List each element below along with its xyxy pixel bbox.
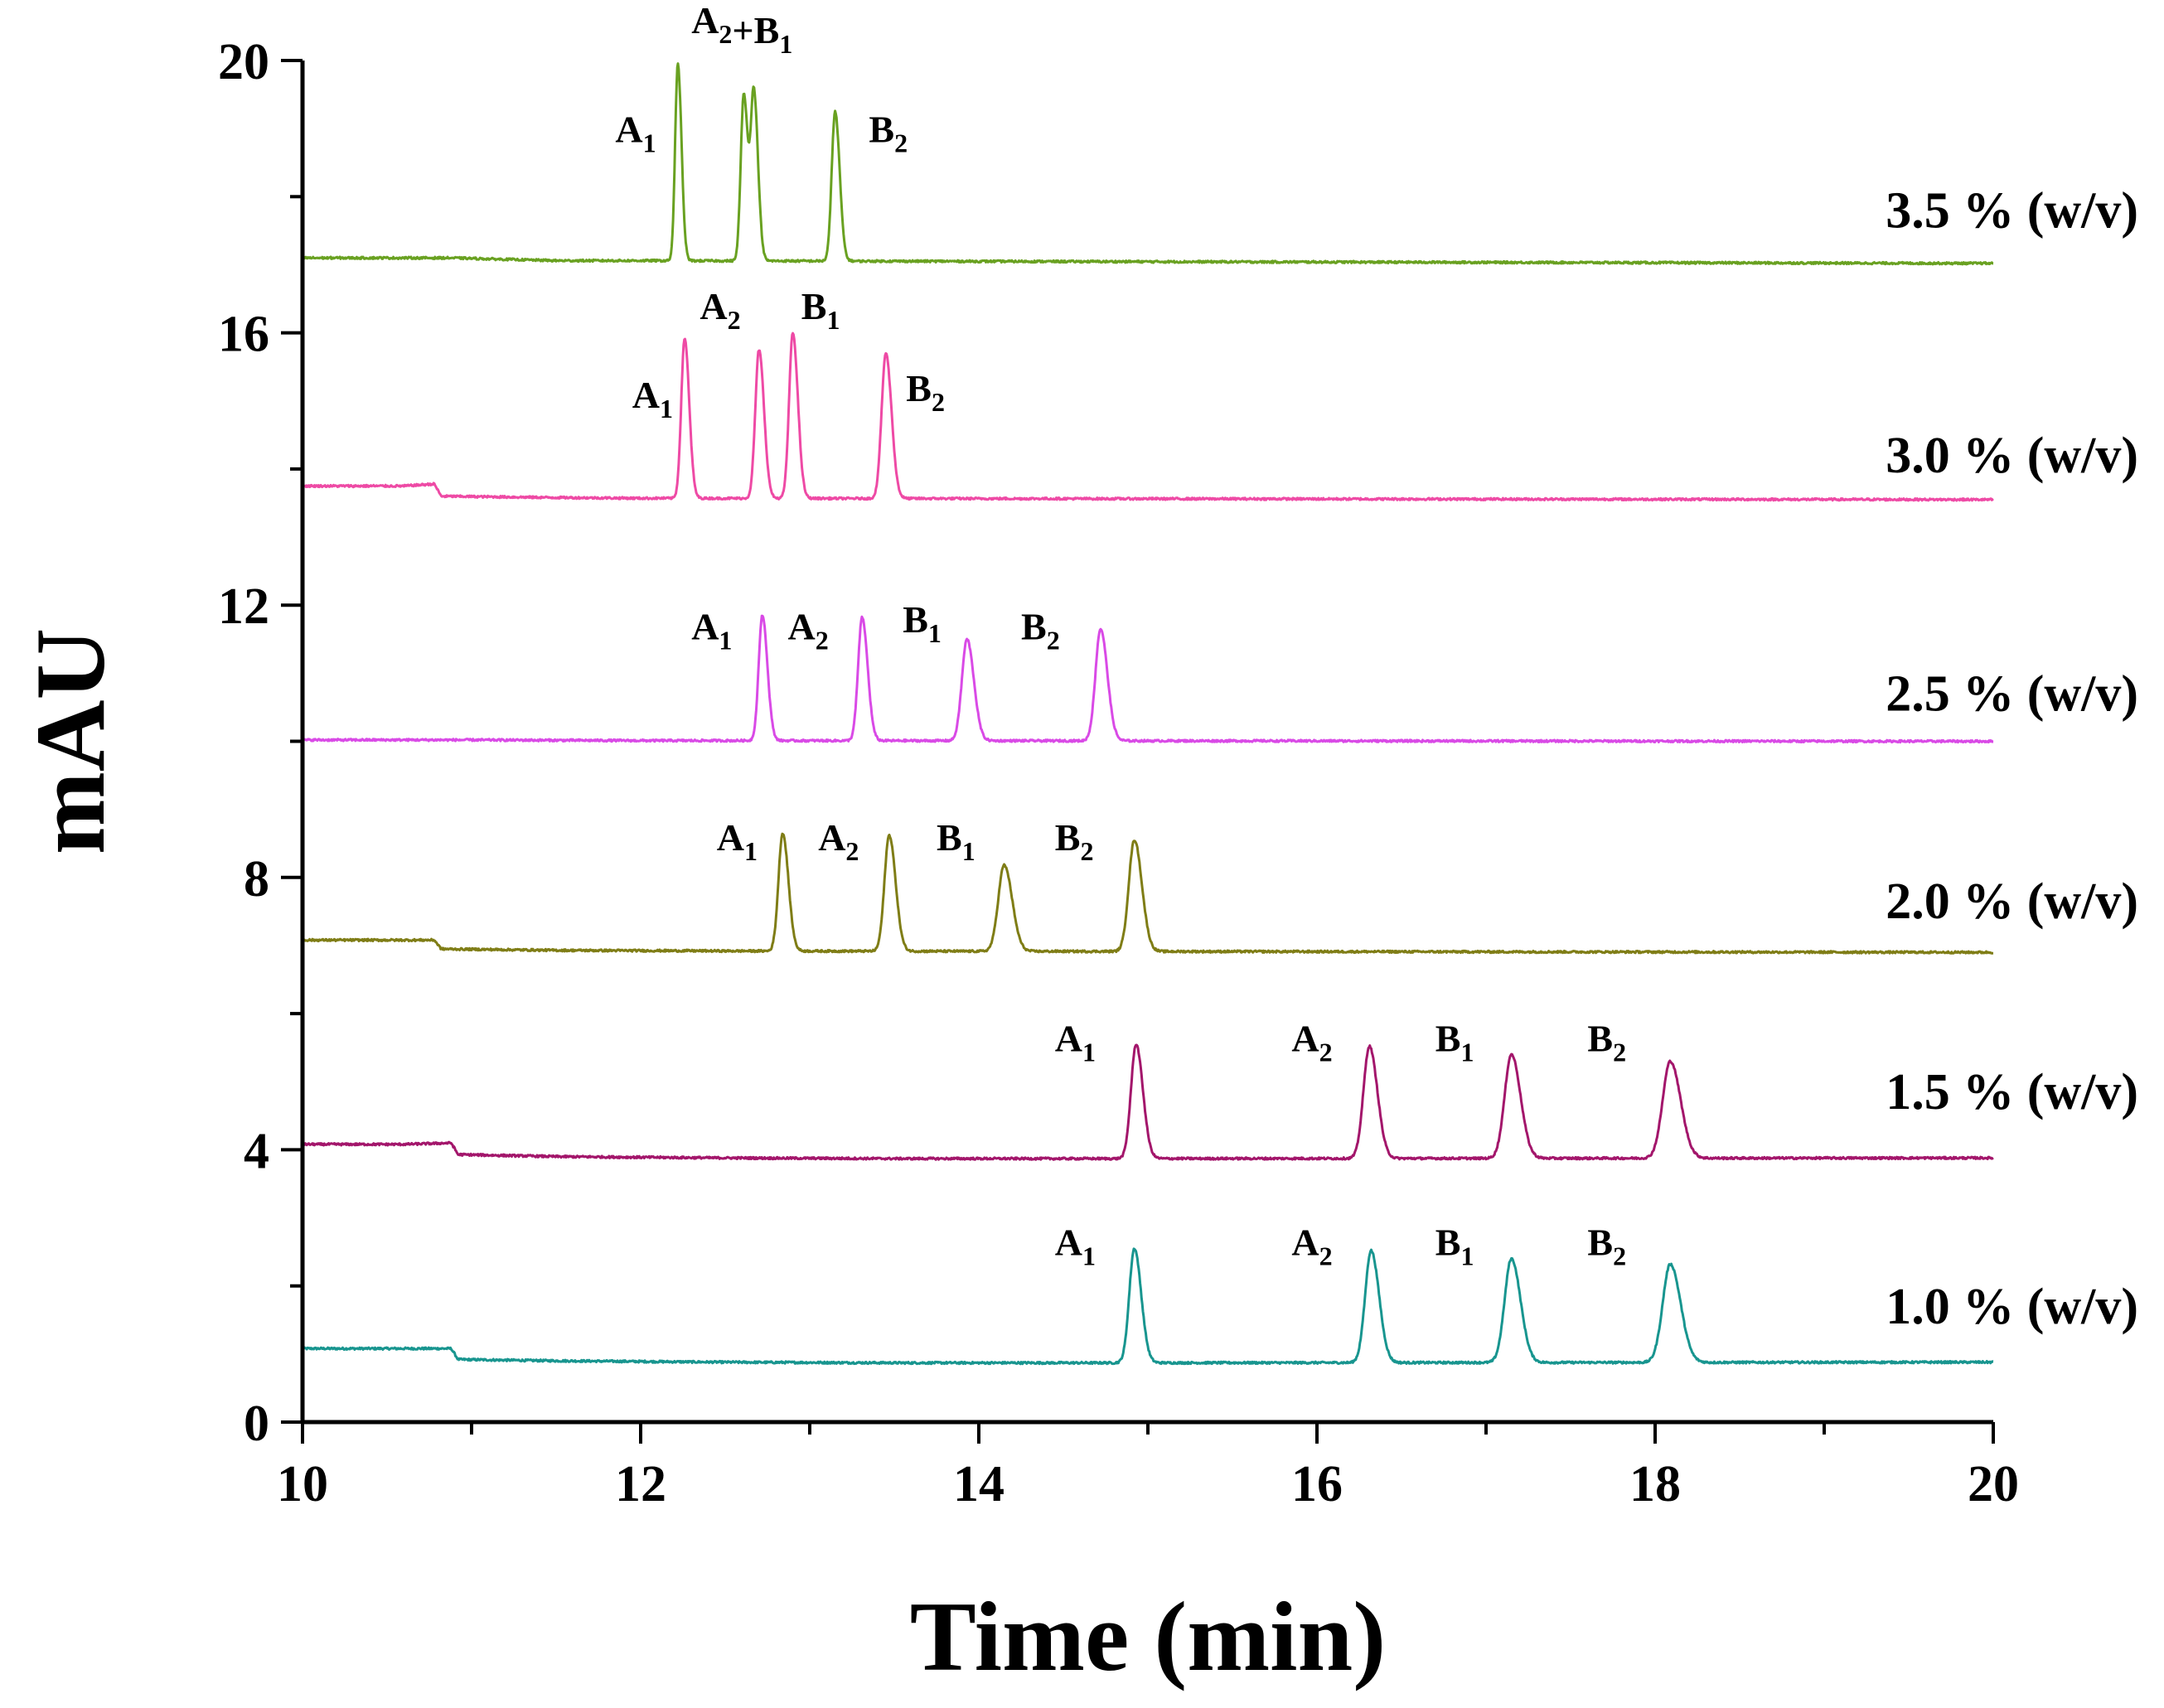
peak-label: A1 — [632, 374, 673, 423]
peak-label: B1 — [801, 285, 840, 335]
peak-label: B2 — [1055, 816, 1094, 866]
axes-layer — [281, 59, 1995, 1444]
x-tick-label: 18 — [1629, 1456, 1681, 1512]
peak-label: B2 — [869, 109, 908, 158]
peak-label: A1 — [1055, 1017, 1096, 1067]
peak-label: A1 — [717, 816, 758, 866]
peak-label: B2 — [1587, 1017, 1626, 1067]
series-label: 3.5 % (w/v) — [1886, 182, 2138, 239]
peak-label: B1 — [903, 598, 942, 648]
series-trace-25 — [301, 614, 1994, 744]
series-labels: 3.5 % (w/v) 3.0 % (w/v) 2.5 % (w/v) 2.0 % (… — [1886, 182, 2138, 1335]
series-label: 2.5 % (w/v) — [1886, 666, 2138, 723]
series-label: 1.0 % (w/v) — [1886, 1279, 2138, 1335]
y-tick-label: 12 — [218, 578, 269, 635]
y-tick-label: 16 — [218, 307, 269, 363]
peak-label: A1 — [1055, 1222, 1096, 1271]
peak-label: B2 — [906, 367, 945, 417]
peak-label: A1 — [615, 109, 656, 158]
series-trace-15 — [302, 1043, 1994, 1161]
series-trace-35 — [301, 62, 1994, 266]
x-tick-label: 12 — [615, 1456, 666, 1512]
peak-label: B1 — [1435, 1222, 1474, 1271]
peak-label: B2 — [1021, 605, 1060, 655]
series-trace-10 — [301, 1247, 1994, 1366]
y-tick-label: 8 — [244, 851, 269, 907]
peak-label: A2 — [1291, 1222, 1332, 1271]
x-tick-label: 14 — [953, 1456, 1005, 1512]
y-axis-title: mAU — [15, 628, 125, 854]
peak-label: A2 — [700, 285, 740, 335]
series-label: 2.0 % (w/v) — [1886, 873, 2138, 930]
peak-annotations: A1 A2+B1 B2 A1 A2 B1 B2 A1 A2 B1 B2 A1 A2 B1 B2 A1 A2 B1 B… — [615, 0, 1626, 1271]
x-tick-label: 10 — [277, 1456, 328, 1512]
x-tick-label: 20 — [1968, 1456, 2019, 1512]
peak-label: A1 — [691, 605, 732, 655]
y-tick-label: 0 — [244, 1396, 269, 1452]
series-label: 3.0 % (w/v) — [1886, 428, 2138, 484]
peak-label: A2 — [787, 605, 828, 655]
x-tick-label: 16 — [1291, 1456, 1343, 1512]
series-trace-30 — [301, 331, 1994, 502]
y-tick-label: 4 — [244, 1123, 269, 1179]
y-tick-label: 20 — [218, 34, 269, 90]
series-label: 1.5 % (w/v) — [1886, 1064, 2138, 1120]
peak-label: B1 — [1435, 1017, 1474, 1067]
series-layer — [301, 62, 1994, 1366]
peak-label: B2 — [1587, 1222, 1626, 1271]
x-axis-title: Time (min) — [910, 1581, 1386, 1691]
peak-label: B1 — [937, 816, 975, 866]
peak-label: A2 — [818, 816, 859, 866]
peak-label: A2 — [1291, 1017, 1332, 1067]
tick-labels: 10 12 14 16 18 20 0 4 8 12 16 20 — [218, 34, 2019, 1512]
peak-label: A2+B1 — [691, 0, 792, 59]
series-trace-20 — [302, 832, 1994, 955]
